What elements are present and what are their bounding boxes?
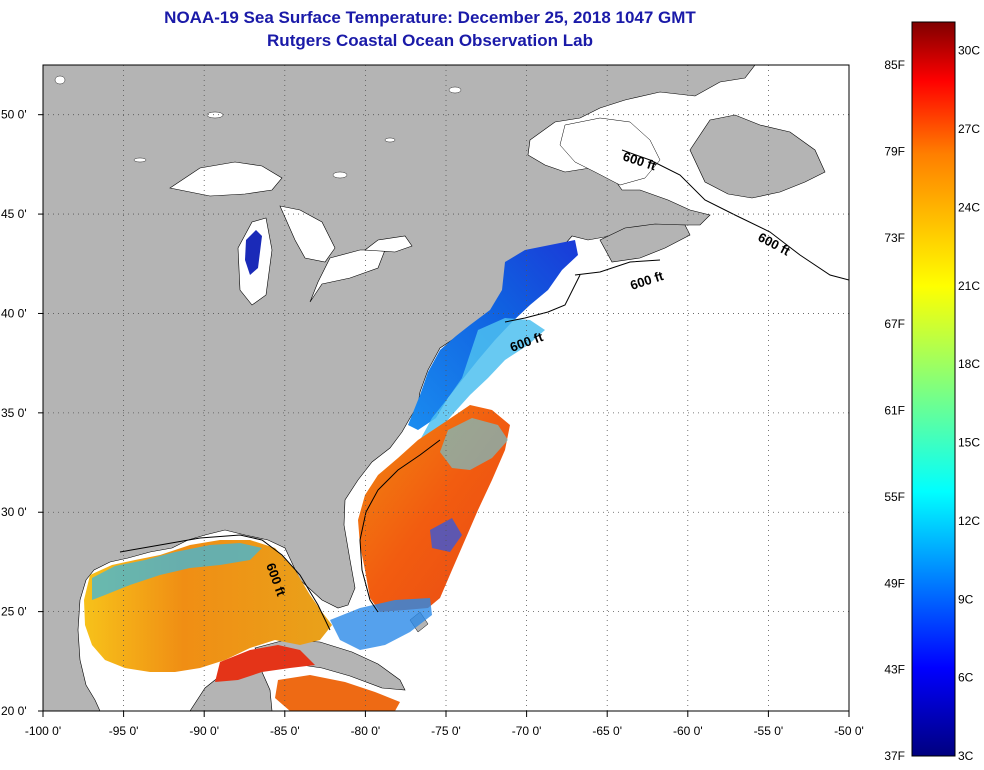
- colorbar-f-label: 73F: [884, 231, 905, 245]
- lon-tick-label: -95 0': [109, 724, 139, 738]
- colorbar-c-label: 6C: [958, 671, 974, 685]
- colorbar-c-label: 30C: [958, 44, 980, 58]
- sst-caribbean-warm: [215, 645, 315, 682]
- newfoundland: [689, 114, 826, 199]
- lon-tick-label: -65 0': [592, 724, 622, 738]
- colorbar-f-label: 61F: [884, 404, 905, 418]
- lon-tick-label: -80 0': [351, 724, 381, 738]
- colorbar-celsius-labels: 30C 27C 24C 21C 18C 15C 12C 9C 6C 3C: [958, 44, 980, 763]
- lon-tick-label: -50 0': [834, 724, 864, 738]
- nova-scotia: [599, 223, 691, 263]
- sst-coastal-cool: [420, 318, 545, 440]
- sst-florida-keys: [330, 598, 432, 650]
- colorbar-f-label: 67F: [884, 317, 905, 331]
- colorbar-c-label: 9C: [958, 592, 974, 606]
- lat-tick-label: 25 0': [1, 605, 27, 619]
- colorbar-fahrenheit-labels: 85F 79F 73F 67F 61F 55F 49F 43F 37F: [884, 58, 905, 763]
- map-subtitle: Rutgers Coastal Ocean Observation Lab: [267, 31, 593, 50]
- colorbar: [911, 21, 956, 757]
- colorbar-f-label: 85F: [884, 58, 905, 72]
- colorbar-c-label: 27C: [958, 122, 980, 136]
- minor-lakes: [54, 75, 462, 179]
- lon-tick-label: -100 0': [25, 724, 61, 738]
- lat-tick-label: 35 0': [1, 406, 27, 420]
- lon-tick-label: -60 0': [673, 724, 703, 738]
- colorbar-f-label: 79F: [884, 145, 905, 159]
- lon-tick-label: -75 0': [431, 724, 461, 738]
- colorbar-c-label: 18C: [958, 357, 980, 371]
- lon-tick-label: -90 0': [189, 724, 219, 738]
- lat-tick-label: 45 0': [1, 207, 27, 221]
- sst-gulf-cool-shelf: [92, 543, 262, 600]
- latitude-axis: 20 0' 25 0' 30 0' 35 0' 40 0' 45 0' 50 0': [1, 108, 43, 718]
- longitude-axis: -100 0' -95 0' -90 0' -85 0' -80 0' -75 0' -70…: [25, 711, 864, 738]
- lat-tick-label: 40 0': [1, 306, 27, 320]
- colorbar-c-label: 3C: [958, 749, 974, 763]
- isobath-600ft: [119, 149, 849, 631]
- sst-caribbean-south: [275, 675, 400, 711]
- colorbar-c-label: 21C: [958, 279, 980, 293]
- sst-atlantic-mixed: [440, 418, 508, 470]
- colorbar-f-label: 55F: [884, 490, 905, 504]
- lake-sst-patch: [245, 230, 262, 275]
- map-title: NOAA-19 Sea Surface Temperature: Decembe…: [164, 8, 696, 27]
- colorbar-f-label: 43F: [884, 663, 905, 677]
- lat-tick-label: 20 0': [1, 704, 27, 718]
- colorbar-f-label: 49F: [884, 576, 905, 590]
- lat-tick-label: 50 0': [1, 108, 27, 122]
- lon-tick-label: -85 0': [270, 724, 300, 738]
- lon-tick-label: -70 0': [512, 724, 542, 738]
- lon-tick-label: -55 0': [754, 724, 784, 738]
- st-lawrence-gulf: [559, 117, 661, 186]
- colorbar-f-label: 37F: [884, 749, 905, 763]
- colorbar-c-label: 24C: [958, 200, 980, 214]
- colorbar-c-label: 15C: [958, 436, 980, 450]
- lat-tick-label: 30 0': [1, 505, 27, 519]
- colorbar-c-label: 12C: [958, 514, 980, 528]
- land-mass: [43, 65, 756, 711]
